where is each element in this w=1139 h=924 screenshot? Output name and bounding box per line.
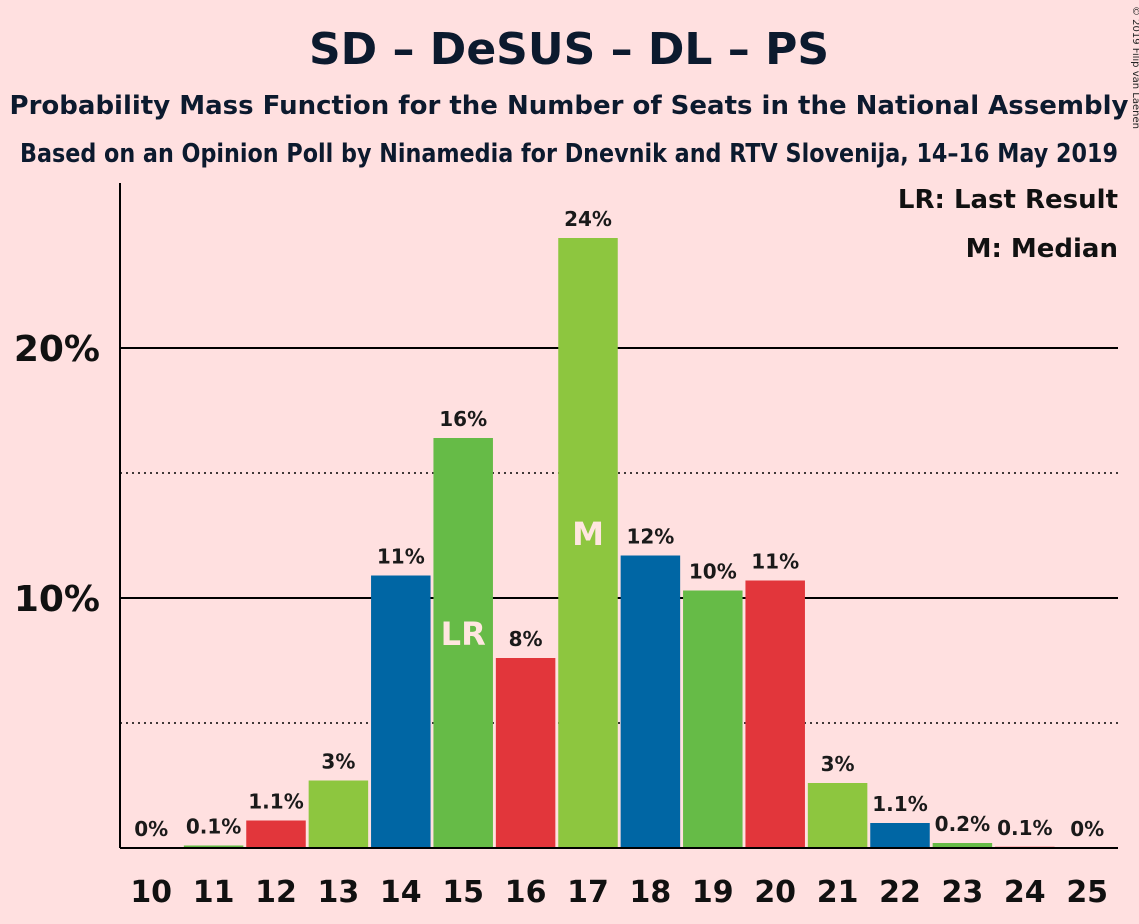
copyright-note: © 2019 Filip van Laenen (1130, 6, 1139, 129)
data-label-10: 0% (134, 817, 168, 841)
x-tick-21: 21 (817, 875, 859, 910)
x-tick-23: 23 (942, 875, 984, 910)
data-label-20: 11% (751, 550, 799, 574)
bar-20 (745, 580, 805, 848)
x-tick-15: 15 (442, 875, 484, 910)
bar-15 (433, 438, 493, 848)
data-label-17: 24% (564, 207, 612, 231)
bar-17 (558, 238, 618, 848)
bar-13 (308, 780, 369, 848)
data-label-16: 8% (509, 627, 543, 651)
data-label-13: 3% (321, 750, 355, 774)
bar-19 (683, 590, 743, 848)
data-label-22: 1.1% (872, 792, 927, 816)
x-tick-17: 17 (567, 875, 609, 910)
bar-14 (371, 575, 431, 848)
y-tick-labels: 10% 20% (14, 329, 100, 620)
median-marker: M (572, 515, 604, 553)
bar-22 (870, 823, 930, 848)
bar-23 (932, 843, 993, 848)
bars: 0% 0.1% 1.1% 3% 11% 16% 8% 24% 12% 10% 11% 3% 1.1% 0.… (134, 207, 1104, 848)
x-tick-25: 25 (1066, 875, 1108, 910)
y-tick-10: 10% (14, 579, 100, 620)
data-label-19: 10% (689, 560, 737, 584)
data-label-25: 0% (1070, 817, 1104, 841)
bar-18 (620, 555, 681, 848)
x-tick-19: 19 (692, 875, 734, 910)
data-label-18: 12% (626, 525, 674, 549)
bar-11 (183, 845, 244, 848)
data-label-21: 3% (821, 752, 855, 776)
chart-source: Based on an Opinion Poll by Ninamedia fo… (20, 139, 1118, 169)
data-label-11: 0.1% (186, 815, 241, 839)
x-tick-10: 10 (130, 875, 172, 910)
bar-12 (246, 820, 306, 848)
x-tick-13: 13 (318, 875, 360, 910)
chart-title: SD – DeSUS – DL – PS (309, 24, 829, 75)
x-tick-labels: 10 11 12 13 14 15 16 17 18 19 20 21 22 23 24 25 (130, 875, 1108, 910)
x-tick-22: 22 (879, 875, 921, 910)
x-tick-14: 14 (380, 875, 422, 910)
data-label-23: 0.2% (935, 812, 990, 836)
x-tick-12: 12 (255, 875, 297, 910)
data-label-14: 11% (377, 545, 425, 569)
x-tick-18: 18 (630, 875, 672, 910)
data-label-12: 1.1% (248, 790, 303, 814)
x-tick-16: 16 (505, 875, 547, 910)
y-tick-20: 20% (14, 329, 100, 370)
data-label-15: 16% (439, 407, 487, 431)
x-tick-24: 24 (1004, 875, 1046, 910)
chart-subtitle: Probability Mass Function for the Number… (10, 91, 1129, 121)
x-tick-20: 20 (754, 875, 796, 910)
bar-16 (495, 658, 556, 848)
last-result-marker: LR (441, 615, 486, 653)
legend-median: M: Median (966, 234, 1118, 264)
bar-21 (807, 783, 868, 848)
gridlines (120, 347, 1118, 724)
x-tick-11: 11 (193, 875, 235, 910)
data-label-24: 0.1% (997, 816, 1052, 840)
legend-last-result: LR: Last Result (898, 185, 1118, 215)
